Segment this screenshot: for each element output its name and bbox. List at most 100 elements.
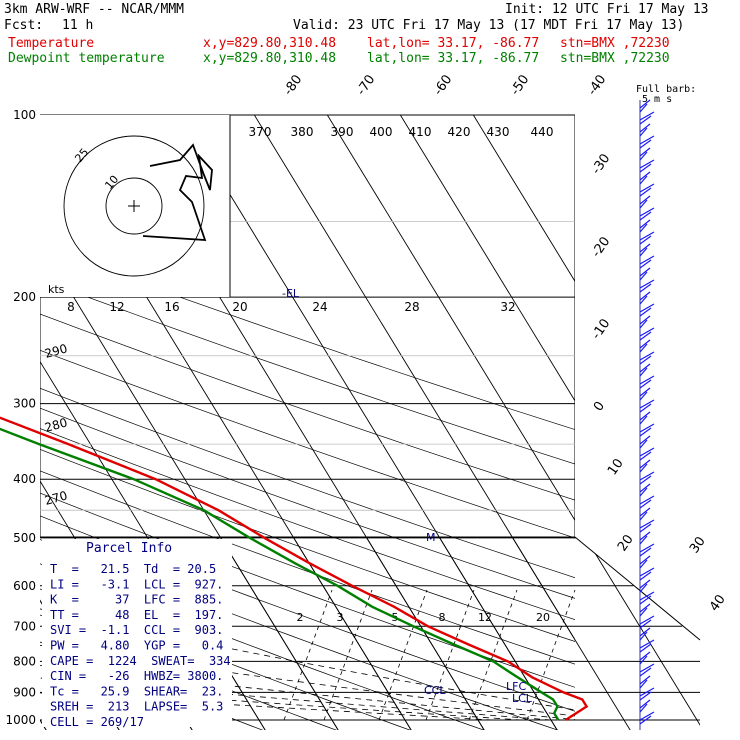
wind-barb xyxy=(639,391,648,401)
mixing-ratio-label: 8 xyxy=(439,611,446,624)
lcl-marker: LCL xyxy=(512,692,533,705)
pressure-label: 300 xyxy=(13,397,36,411)
mixing-ratio-line xyxy=(323,589,373,721)
ccl-marker: CCL xyxy=(424,684,446,697)
wind-barb xyxy=(639,319,648,329)
wind-barb xyxy=(639,579,651,589)
hodograph-unit: kts xyxy=(48,283,65,296)
wind-barb xyxy=(639,699,651,709)
temperature-legend: Temperature xyxy=(8,36,95,51)
wind-barb xyxy=(639,211,652,221)
wind-barb xyxy=(639,183,655,193)
isotherm-line xyxy=(40,537,49,730)
wind-barb xyxy=(639,255,655,265)
model-title: 3km ARW-WRF -- NCAR/MMM xyxy=(4,2,185,17)
theta-tick-label: 370 xyxy=(249,125,272,139)
wind-barb xyxy=(639,379,652,389)
isotherm-label: -70 xyxy=(354,72,378,98)
theta-tick-label: 380 xyxy=(291,125,314,139)
temperature-profile xyxy=(0,416,589,722)
pressure-label: 100 xyxy=(13,108,36,122)
wind-barb xyxy=(639,207,655,217)
isotherm-line xyxy=(732,538,740,733)
wind-barb xyxy=(639,327,655,337)
wind-barb xyxy=(639,103,648,113)
valid-time: Valid: 23 UTC Fri 17 May 13 (17 MDT Fri … xyxy=(293,18,685,33)
wind-barb xyxy=(639,511,648,521)
hodograph-ring xyxy=(105,177,163,235)
wind-barb xyxy=(639,427,652,437)
wind-barb xyxy=(639,691,652,701)
plot-frame xyxy=(40,115,575,538)
wind-barb xyxy=(639,499,652,509)
wind-barb xyxy=(639,303,655,313)
wind-barb xyxy=(639,423,655,433)
wind-barb xyxy=(639,523,652,533)
el-marker: -EL xyxy=(282,287,300,300)
wind-barb xyxy=(639,631,648,641)
mixing-ratio-label: 3 xyxy=(337,611,344,624)
wind-barb xyxy=(639,663,655,673)
speed-tick-label: 16 xyxy=(164,300,179,314)
speed-tick-label: 28 xyxy=(404,300,419,314)
wind-barb xyxy=(639,415,648,425)
mixing-ratio-label: 20 xyxy=(536,611,550,624)
wind-barb xyxy=(639,195,651,205)
wind-barb xyxy=(639,259,652,269)
wind-barb xyxy=(639,387,651,397)
dry-adiabat xyxy=(40,313,575,501)
pressure-label: 800 xyxy=(13,654,36,668)
wind-barb xyxy=(639,187,652,197)
wind-barb xyxy=(639,367,648,377)
wind-barb xyxy=(639,567,655,577)
pressure-label: 600 xyxy=(13,579,36,593)
wind-barb xyxy=(639,339,651,349)
isotherm-line xyxy=(180,115,558,730)
wind-barb xyxy=(639,235,652,245)
wind-barb xyxy=(639,531,651,541)
wind-barb xyxy=(639,507,651,517)
pressure-label: 500 xyxy=(13,531,36,545)
isotherm-line xyxy=(472,115,575,283)
wind-barb xyxy=(639,351,655,361)
wind-barb xyxy=(639,603,651,613)
theta-label: 280 xyxy=(43,415,69,434)
isotherm-label: 20 xyxy=(615,532,637,554)
theta-label: 270 xyxy=(43,488,69,507)
isotherm-label: 10 xyxy=(605,456,627,478)
dry-adiabat xyxy=(40,407,575,599)
dewpoint-station: stn=BMX ,72230 xyxy=(560,51,670,66)
wind-barb xyxy=(639,627,651,637)
wind-barb xyxy=(639,679,648,689)
wind-barb xyxy=(639,519,655,529)
dewpoint-xy: x,y=829.80,310.48 xyxy=(203,51,337,66)
wind-barb xyxy=(639,171,651,181)
theta-label: 290 xyxy=(43,341,69,360)
wind-barb xyxy=(639,271,648,281)
wind-barb xyxy=(639,315,651,325)
dry-adiabat xyxy=(40,349,575,539)
wind-barb xyxy=(639,591,655,601)
wind-barb xyxy=(639,459,651,469)
wind-barb xyxy=(639,363,651,373)
wind-barb xyxy=(639,471,655,481)
dry-adiabat xyxy=(40,588,411,730)
wind-barb xyxy=(639,375,655,385)
wind-barb xyxy=(639,279,655,289)
wind-barb xyxy=(639,615,655,625)
isotherm-line xyxy=(585,537,700,730)
wind-barb xyxy=(639,535,648,545)
wind-barb xyxy=(639,555,651,565)
wind-barb xyxy=(639,111,655,121)
wind-barb xyxy=(639,643,652,653)
wind-barb xyxy=(639,219,651,229)
frame-diagonal xyxy=(574,536,701,641)
dewpoint-profile xyxy=(0,427,560,721)
wind-barb xyxy=(639,247,648,257)
dry-adiabat xyxy=(40,278,575,465)
parcel-row: SREH = 213 LAPSE= 5.3 xyxy=(50,700,223,714)
wind-barb xyxy=(639,399,655,409)
isotherm-label: -10 xyxy=(589,316,613,342)
wind-barb xyxy=(639,571,652,581)
